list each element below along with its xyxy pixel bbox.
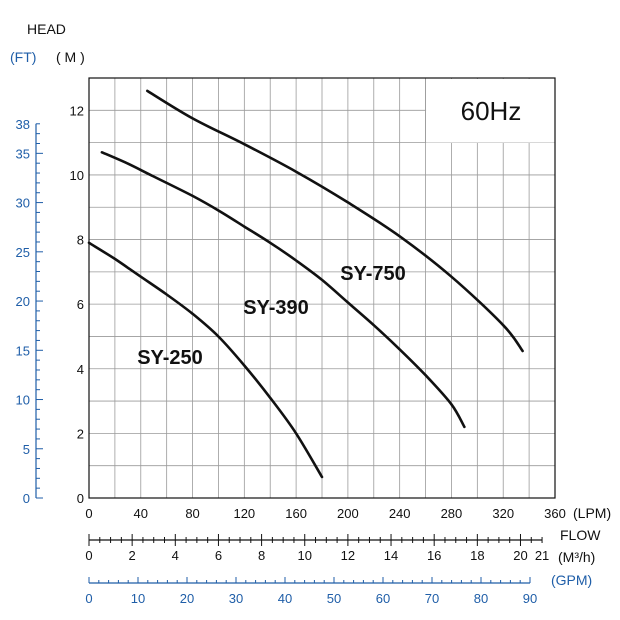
m3h-tick-label: 6: [215, 548, 222, 563]
m3h-tick-label: 18: [470, 548, 484, 563]
m3h-tick-label: 4: [172, 548, 179, 563]
x-tick-label: 80: [185, 506, 199, 521]
ft-tick-label: 38: [16, 117, 30, 132]
gpm-tick-label: 50: [327, 591, 341, 606]
curve-sy-750: [146, 89, 524, 353]
curve-sy-390: [100, 151, 466, 429]
x-tick-label: 280: [441, 506, 463, 521]
m3h-tick-label: 20: [513, 548, 527, 563]
x-tick-label: 160: [285, 506, 307, 521]
ft-tick-label: 25: [16, 245, 30, 260]
x-tick-label: 360: [544, 506, 566, 521]
x-axis-unit-m3h: (M³/h): [558, 549, 595, 565]
x-tick-label: 40: [134, 506, 148, 521]
gpm-tick-label: 90: [523, 591, 537, 606]
y-tick-label: 0: [77, 491, 84, 506]
y-axis-label: HEAD: [27, 21, 66, 37]
y-tick-label: 4: [77, 362, 84, 377]
m3h-tick-label: 21: [535, 548, 549, 563]
y-tick-label: 8: [77, 233, 84, 248]
m3h-tick-label: 2: [129, 548, 136, 563]
y-axis-unit-ft: (FT): [10, 49, 36, 65]
m3h-tick-label: 0: [85, 548, 92, 563]
gpm-tick-label: 30: [229, 591, 243, 606]
m3h-tick-label: 8: [258, 548, 265, 563]
x-axis-label: FLOW: [560, 527, 601, 543]
frequency-box: [426, 79, 555, 143]
gpm-tick-label: 80: [474, 591, 488, 606]
gpm-tick-label: 40: [278, 591, 292, 606]
curves: SY-250 SY-390 SY-750: [87, 89, 524, 479]
grid-lines: [88, 77, 556, 499]
ft-tick-label: 0: [23, 491, 30, 506]
y-tick-label: 6: [77, 297, 84, 312]
frequency-label: 60Hz: [461, 96, 522, 126]
x-tick-label: 320: [492, 506, 514, 521]
x-tick-label: 120: [233, 506, 255, 521]
y-tick-label: 2: [77, 426, 84, 441]
ft-tick-label: 10: [16, 393, 30, 408]
gpm-tick-label: 60: [376, 591, 390, 606]
curve-sy-250: [87, 241, 324, 479]
series-label-sy-250: SY-250: [137, 347, 203, 369]
ft-tick-label: 5: [23, 442, 30, 457]
x-axis-unit-gpm: (GPM): [551, 572, 592, 588]
m3h-tick-label: 14: [384, 548, 398, 563]
ft-tick-label: 20: [16, 294, 30, 309]
gpm-tick-label: 10: [131, 591, 145, 606]
ft-tick-label: 35: [16, 146, 30, 161]
y-tick-label: 12: [70, 103, 84, 118]
ft-tick-label: 15: [16, 343, 30, 358]
ft-tick-label: 30: [16, 196, 30, 211]
x-tick-label: 200: [337, 506, 359, 521]
m3h-tick-label: 10: [298, 548, 312, 563]
y-tick-label: 10: [70, 168, 84, 183]
x-axis-unit-lpm: (LPM): [573, 505, 611, 521]
x-tick-label: 0: [85, 506, 92, 521]
m3h-tick-label: 16: [427, 548, 441, 563]
series-label-sy-750: SY-750: [340, 263, 406, 285]
y-axis-unit-m: ( M ): [56, 49, 85, 65]
series-label-sy-390: SY-390: [243, 297, 309, 319]
x-tick-label: 240: [389, 506, 411, 521]
m3h-tick-label: 12: [341, 548, 355, 563]
gpm-tick-label: 70: [425, 591, 439, 606]
gpm-tick-label: 0: [85, 591, 92, 606]
plot-frame: [88, 77, 556, 499]
gpm-tick-label: 20: [180, 591, 194, 606]
